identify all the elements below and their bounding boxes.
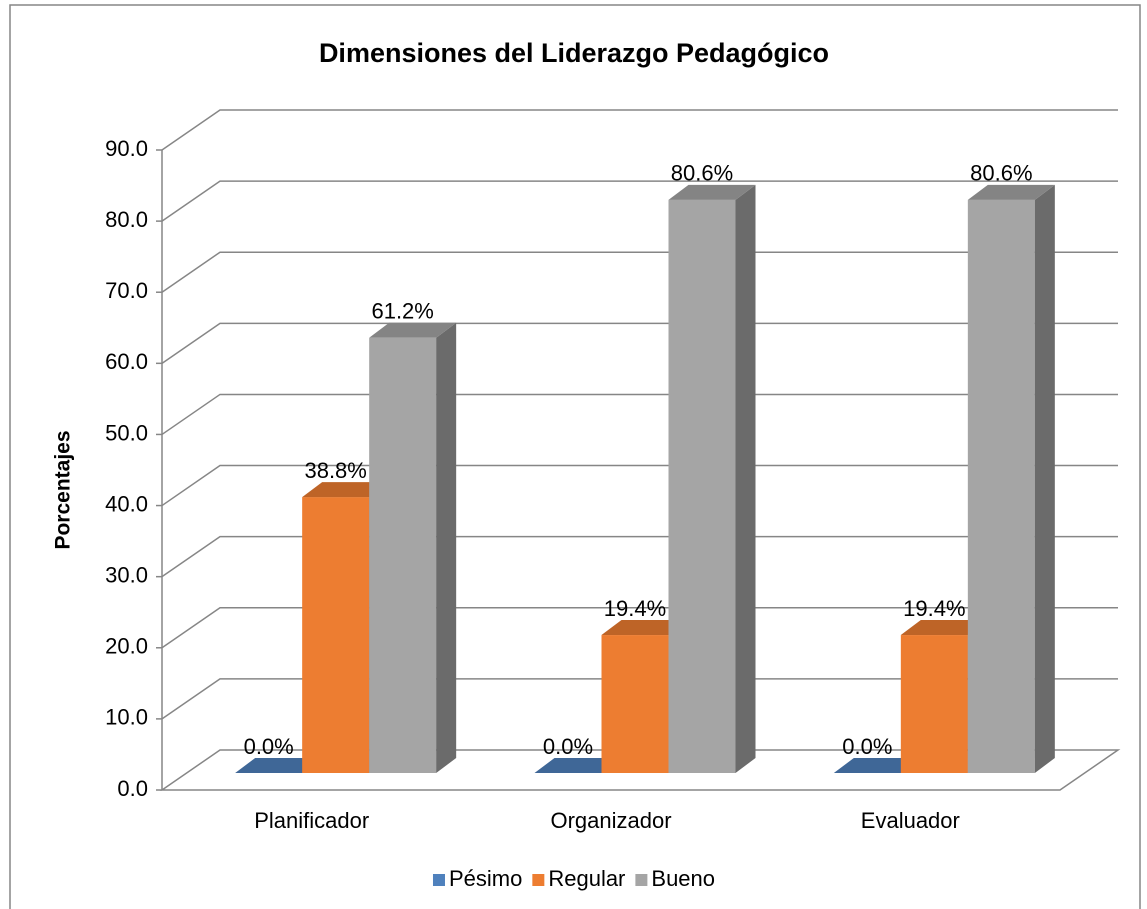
bar — [668, 199, 736, 773]
data-label: 0.0% — [244, 734, 294, 759]
bar-top — [369, 322, 457, 338]
grid-line — [161, 607, 1118, 649]
y-tick-label: 0.0 — [117, 776, 148, 801]
data-label: 0.0% — [543, 734, 593, 759]
bar-top — [833, 758, 921, 773]
data-label: 38.8% — [304, 458, 366, 483]
legend-swatch — [635, 874, 648, 886]
data-label: 19.4% — [604, 596, 666, 621]
bar — [601, 635, 669, 773]
legend-swatch — [532, 874, 545, 886]
y-tick-label: 60.0 — [105, 349, 148, 374]
legend-label: Regular — [548, 866, 625, 891]
x-tick-label: Organizador — [550, 808, 671, 833]
grid-line — [161, 464, 1118, 507]
y-tick-label: 40.0 — [105, 491, 148, 516]
bar — [967, 199, 1035, 773]
bar-top — [967, 184, 1055, 200]
floor — [159, 749, 1121, 791]
y-axis-title: Porcentajes — [52, 430, 75, 549]
bar-side — [436, 322, 457, 773]
y-tick-label: 30.0 — [105, 562, 148, 587]
legend-label: Pésimo — [449, 866, 522, 891]
y-tick-label: 70.0 — [105, 278, 148, 303]
x-tick-label: Planificador — [254, 808, 369, 833]
bar-top — [302, 482, 390, 498]
legend-label: Bueno — [651, 866, 715, 891]
bar-top — [235, 758, 323, 773]
legend-swatch — [432, 874, 445, 886]
data-label: 19.4% — [903, 596, 965, 621]
data-label: 0.0% — [842, 734, 892, 759]
x-tick-label: Evaluador — [861, 808, 960, 833]
bar-side — [1034, 184, 1055, 773]
bar-top — [900, 620, 988, 636]
bar — [369, 337, 437, 773]
data-label: 61.2% — [371, 299, 433, 324]
grid-line — [161, 109, 1118, 151]
y-tick-label: 10.0 — [105, 705, 148, 730]
data-label: 80.6% — [671, 161, 733, 186]
data-label: 80.6% — [970, 161, 1032, 186]
y-tick-label: 20.0 — [105, 634, 148, 659]
grid-line — [161, 393, 1118, 436]
bar — [302, 497, 370, 773]
grid-line — [161, 678, 1118, 720]
y-tick-label: 50.0 — [105, 420, 148, 445]
y-tick-label: 80.0 — [105, 207, 148, 232]
bar — [900, 635, 968, 773]
bar-top — [668, 184, 756, 200]
grid-line — [161, 251, 1118, 293]
bar-top — [534, 758, 622, 773]
grid-line — [161, 535, 1118, 578]
chart-title: Dimensiones del Liderazgo Pedagógico — [319, 38, 829, 68]
y-tick-label: 90.0 — [105, 136, 148, 161]
bar-side — [735, 184, 756, 773]
grid-line — [161, 322, 1118, 364]
grid-line — [161, 180, 1118, 222]
bar-top — [601, 620, 689, 636]
